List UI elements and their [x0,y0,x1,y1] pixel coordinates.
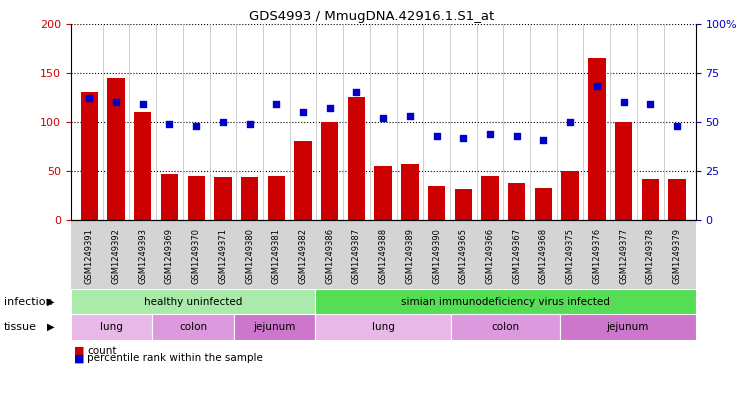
Point [510,132,522,139]
Text: lung: lung [100,322,123,332]
Bar [241,177,258,220]
Point [618,99,629,105]
Bar [401,164,419,220]
Bar [71,314,153,340]
Bar [455,189,472,220]
Point [270,101,282,107]
Bar [559,314,696,340]
Text: infection: infection [4,297,52,307]
Bar [641,179,659,220]
Point [83,95,95,101]
Point [297,109,309,115]
Text: colon: colon [491,322,519,332]
Point [164,121,176,127]
Bar [668,179,686,220]
Point [431,132,443,139]
Point [110,99,122,105]
Bar [214,177,231,220]
Bar [615,122,632,220]
Point [671,123,683,129]
Bar [321,122,339,220]
Bar [562,171,579,220]
Bar [268,176,285,220]
Bar [481,176,498,220]
Point [484,130,496,137]
Point [137,101,149,107]
Text: tissue: tissue [4,322,36,332]
Point [458,134,469,141]
Bar [134,112,152,220]
Point [350,89,362,95]
Text: colon: colon [179,322,207,332]
Text: ■: ■ [74,353,85,364]
Text: simian immunodeficiency virus infected: simian immunodeficiency virus infected [401,297,610,307]
Text: ▶: ▶ [47,297,54,307]
Bar [80,92,98,220]
Point [644,101,656,107]
Text: healthy uninfected: healthy uninfected [144,297,242,307]
Bar [153,314,234,340]
Bar [535,188,552,220]
Bar [428,186,445,220]
Text: GDS4993 / MmugDNA.42916.1.S1_at: GDS4993 / MmugDNA.42916.1.S1_at [249,10,495,23]
Point [591,83,603,90]
Bar [234,314,315,340]
Bar [347,97,365,220]
Point [324,105,336,111]
Bar [374,166,392,220]
Text: ■: ■ [74,345,85,356]
Point [217,119,229,125]
Point [377,115,389,121]
Bar [107,78,125,220]
Point [190,123,202,129]
Point [564,119,576,125]
Bar [589,58,606,220]
Bar [161,174,178,220]
Text: lung: lung [372,322,394,332]
Bar [315,289,696,314]
Bar [451,314,559,340]
Text: ▶: ▶ [47,322,54,332]
Text: percentile rank within the sample: percentile rank within the sample [87,353,263,364]
Bar [187,176,205,220]
Point [244,121,256,127]
Bar [315,314,451,340]
Bar [71,289,315,314]
Text: jejunum: jejunum [253,322,295,332]
Point [404,113,416,119]
Bar [508,183,525,220]
Point [537,136,549,143]
Bar [295,141,312,220]
Text: jejunum: jejunum [606,322,649,332]
Text: count: count [87,345,117,356]
